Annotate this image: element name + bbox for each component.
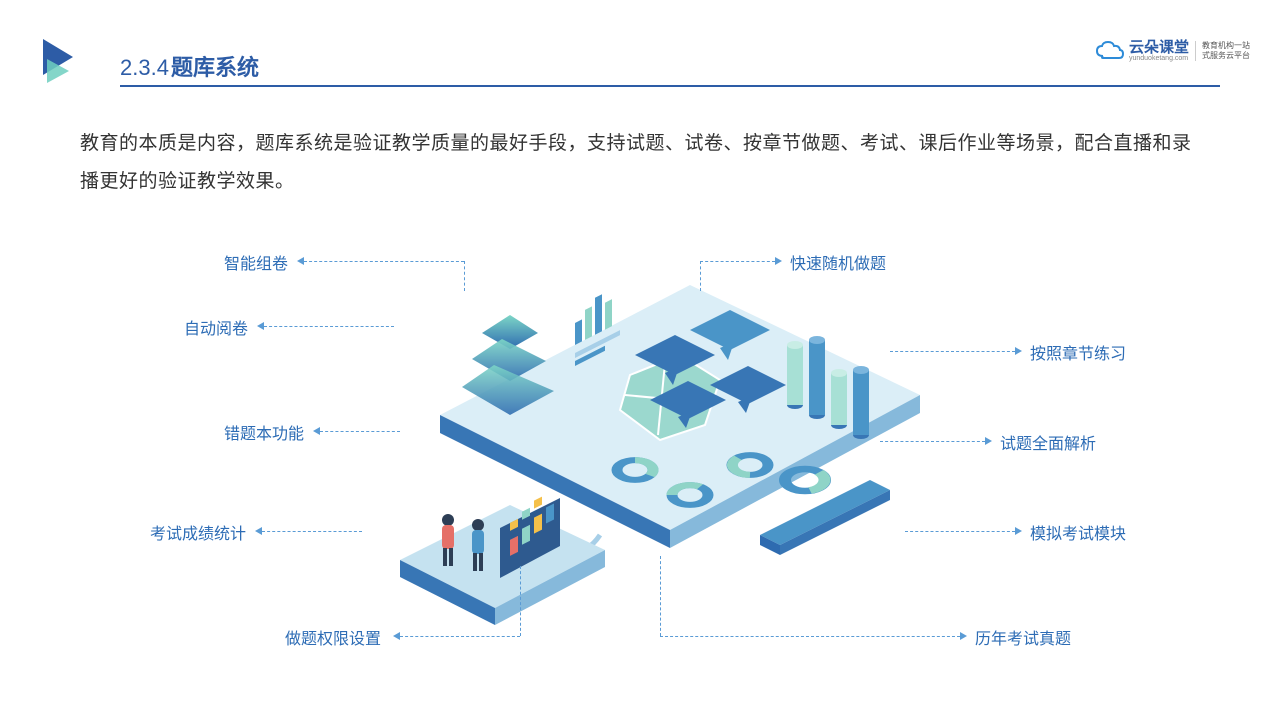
logo-main-text: 云朵课堂 bbox=[1129, 40, 1189, 55]
connector bbox=[890, 351, 1015, 352]
slide-header: 2.3.4 题库系统 云朵课堂 yunduoketang.com 教育机构一站 … bbox=[0, 30, 1280, 90]
feature-smart-compose: 智能组卷 bbox=[224, 250, 288, 274]
connector bbox=[905, 531, 1015, 532]
brand-logo: 云朵课堂 yunduoketang.com 教育机构一站 式服务云平台 bbox=[1095, 40, 1250, 62]
connector bbox=[464, 261, 465, 291]
feature-permission: 做题权限设置 bbox=[285, 625, 381, 649]
feature-mock-exam: 模拟考试模块 bbox=[1030, 520, 1126, 544]
section-title: 2.3.4 题库系统 bbox=[120, 50, 259, 82]
logo-text-block: 云朵课堂 yunduoketang.com bbox=[1129, 40, 1189, 62]
cloud-icon bbox=[1095, 40, 1125, 62]
connector bbox=[262, 531, 362, 532]
logo-sub-text: yunduoketang.com bbox=[1129, 55, 1189, 62]
feature-full-analysis: 试题全面解析 bbox=[1000, 430, 1096, 454]
connector bbox=[400, 636, 520, 637]
feature-past-exams: 历年考试真题 bbox=[975, 625, 1071, 649]
connector bbox=[660, 556, 661, 636]
connector bbox=[880, 441, 985, 442]
title-underline bbox=[120, 85, 1220, 87]
play-icon bbox=[35, 35, 83, 88]
feature-chapter-practice: 按照章节练习 bbox=[1030, 340, 1126, 364]
slide-description: 教育的本质是内容，题库系统是验证教学质量的最好手段，支持试题、试卷、按章节做题、… bbox=[80, 125, 1210, 201]
connector bbox=[700, 261, 701, 291]
section-name: 题库系统 bbox=[171, 50, 259, 82]
logo-tagline: 教育机构一站 式服务云平台 bbox=[1195, 41, 1250, 62]
feature-quick-random: 快速随机做题 bbox=[790, 250, 886, 274]
connector bbox=[700, 261, 775, 262]
feature-score-stats: 考试成绩统计 bbox=[150, 520, 246, 544]
connector bbox=[660, 636, 960, 637]
section-number: 2.3.4 bbox=[120, 55, 169, 81]
feature-auto-grade: 自动阅卷 bbox=[184, 315, 248, 339]
connector bbox=[520, 566, 521, 636]
feature-diagram: 智能组卷 自动阅卷 错题本功能 考试成绩统计 做题权限设置 快速随机做题 按照章… bbox=[0, 230, 1280, 680]
connector bbox=[304, 261, 464, 262]
connector bbox=[320, 431, 400, 432]
feature-wrong-book: 错题本功能 bbox=[224, 420, 304, 444]
connector bbox=[264, 326, 394, 327]
